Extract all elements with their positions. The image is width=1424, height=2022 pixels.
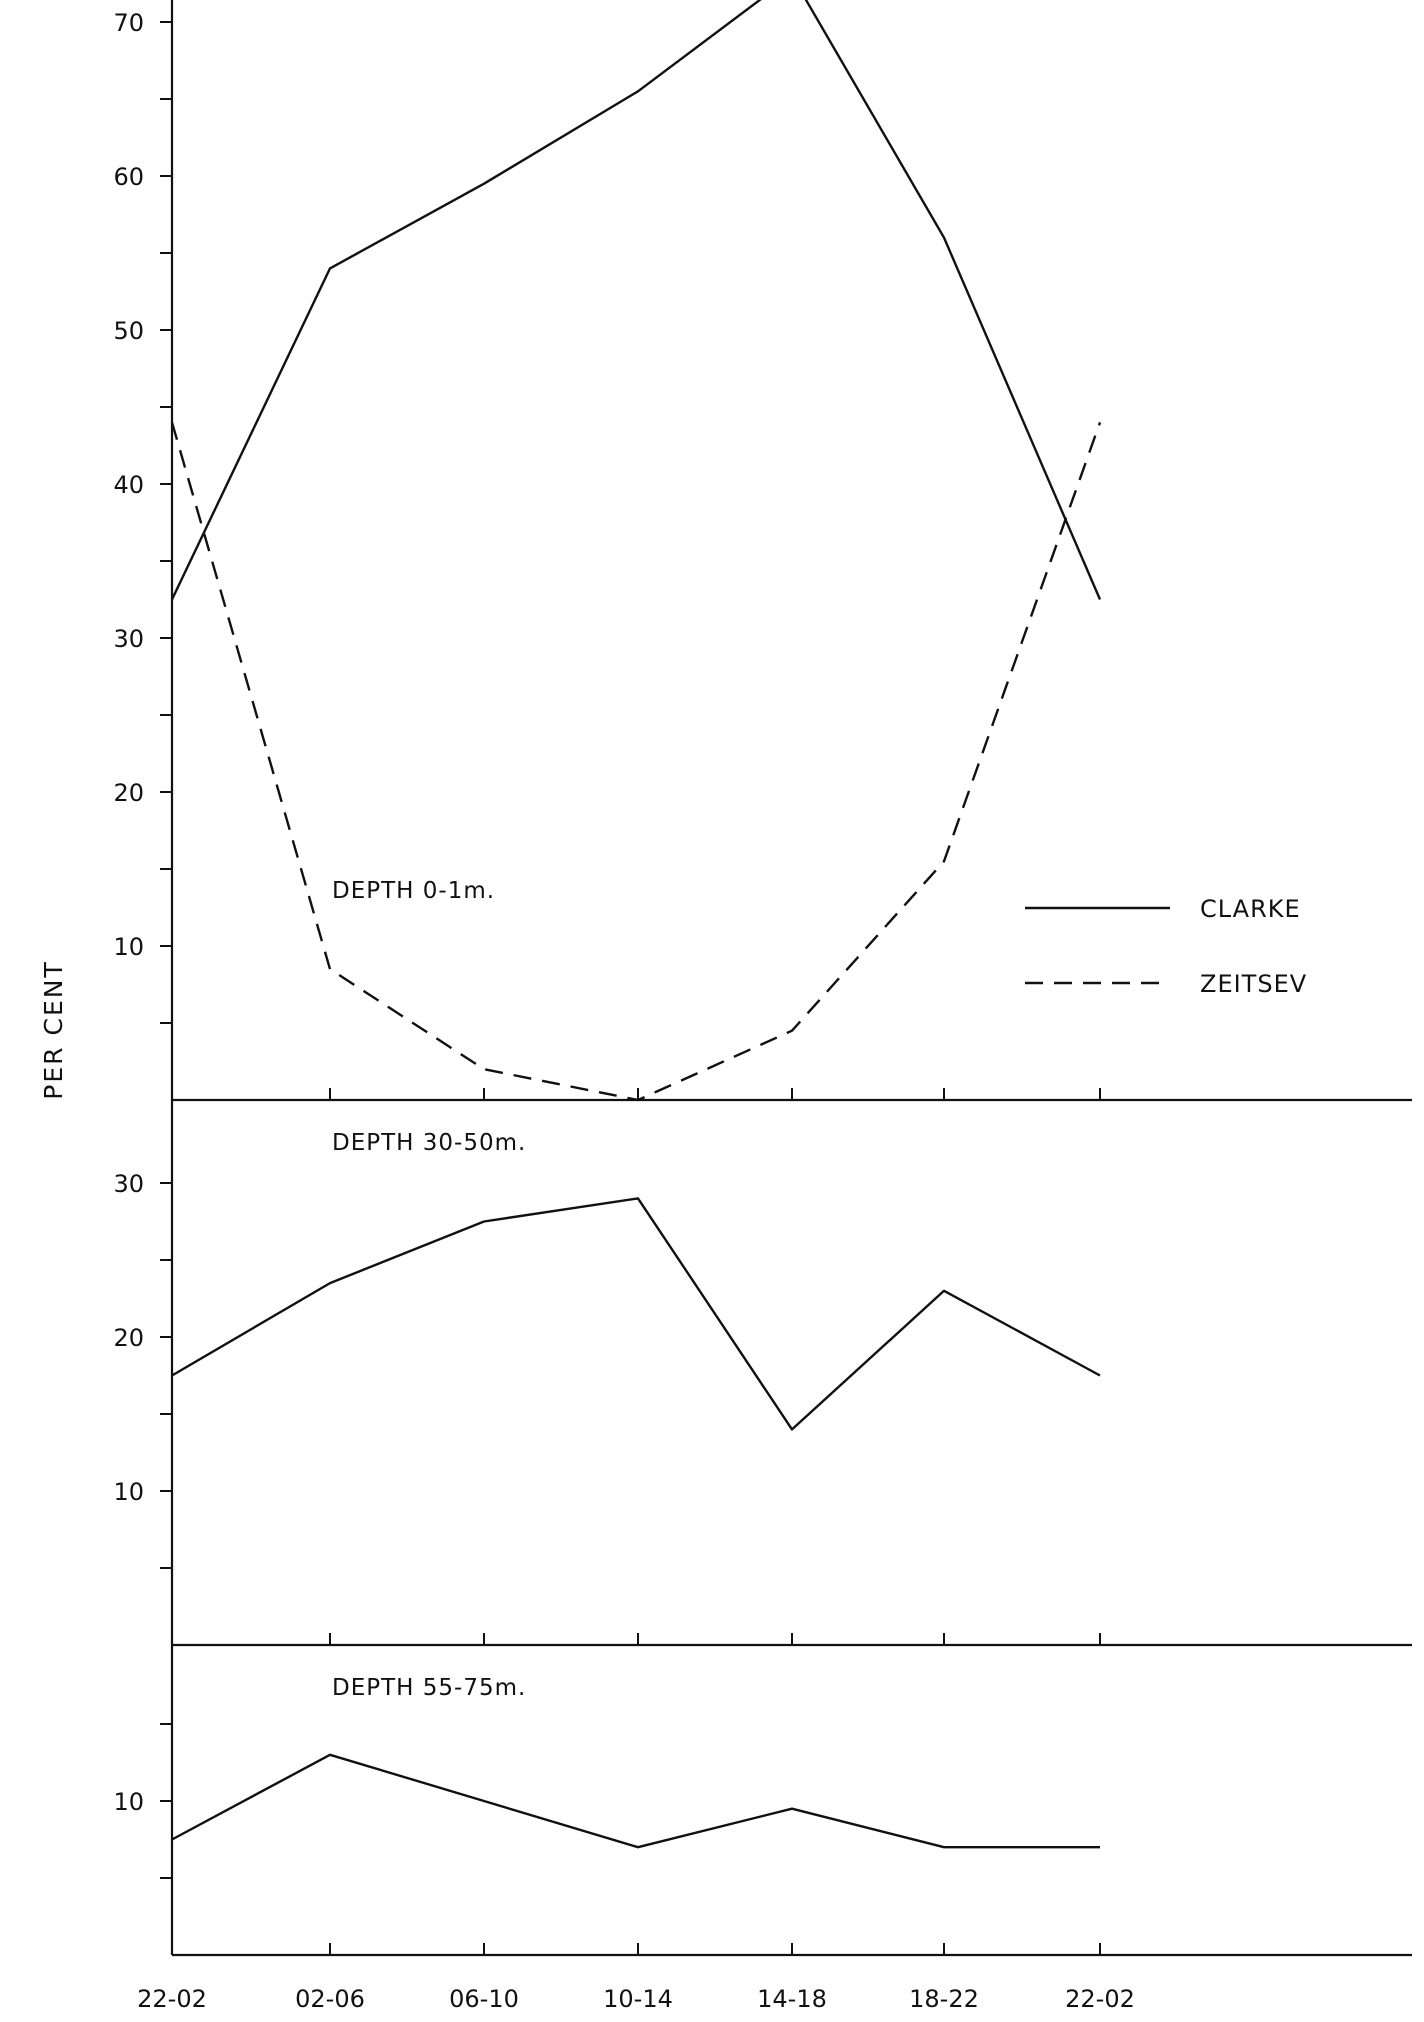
- series-line-mid-clarke: [171, 1197, 1101, 1431]
- y-tick-label-surface-20: 20: [113, 779, 144, 807]
- legend-label-clarke: CLARKE: [1200, 895, 1301, 923]
- panel-label-surface: DEPTH 0-1m.: [332, 878, 495, 904]
- series-line-deep-clarke: [171, 1753, 1100, 1849]
- x-tick-label-4: 14-18: [757, 1985, 827, 2013]
- y-tick-label-surface-70: 70: [113, 9, 144, 37]
- y-axis-title: PER CENT: [39, 960, 68, 1099]
- y-tick-label-surface-10: 10: [113, 933, 144, 961]
- y-tick-label-mid-10: 10: [113, 1478, 144, 1506]
- x-tick-label-2: 06-10: [449, 1985, 519, 2013]
- y-tick-label-surface-40: 40: [113, 471, 144, 499]
- y-tick-label-mid-30: 30: [113, 1170, 144, 1198]
- legend-label-zeitsev: ZEITSEV: [1200, 970, 1307, 998]
- ticks: [160, 21, 1101, 1955]
- series-line-surface-clarke: [170, 0, 1102, 601]
- x-tick-label-0: 22-02: [137, 1985, 207, 2013]
- labels: 10 20 30 40 50 60 70 DEPTH 0-1m. 10 20 30 DEPTH 30-…: [39, 9, 1135, 2013]
- series-line-surface-zeitsev: [170, 421, 1102, 1102]
- y-tick-label-surface-60: 60: [113, 163, 144, 191]
- y-tick-label-deep-10: 10: [113, 1788, 144, 1816]
- y-tick-label-surface-50: 50: [113, 317, 144, 345]
- x-tick-label-3: 10-14: [603, 1985, 673, 2013]
- panel-label-deep: DEPTH 55-75m.: [332, 1675, 526, 1701]
- legend: CLARKE ZEITSEV: [1025, 895, 1307, 998]
- x-tick-label-1: 02-06: [295, 1985, 365, 2013]
- y-tick-label-mid-20: 20: [113, 1324, 144, 1352]
- y-tick-label-surface-30: 30: [113, 625, 144, 653]
- panel-label-mid: DEPTH 30-50m.: [332, 1130, 526, 1156]
- series: [170, 0, 1102, 1849]
- x-tick-label-5: 18-22: [909, 1985, 979, 2013]
- x-tick-label-6: 22-02: [1065, 1985, 1135, 2013]
